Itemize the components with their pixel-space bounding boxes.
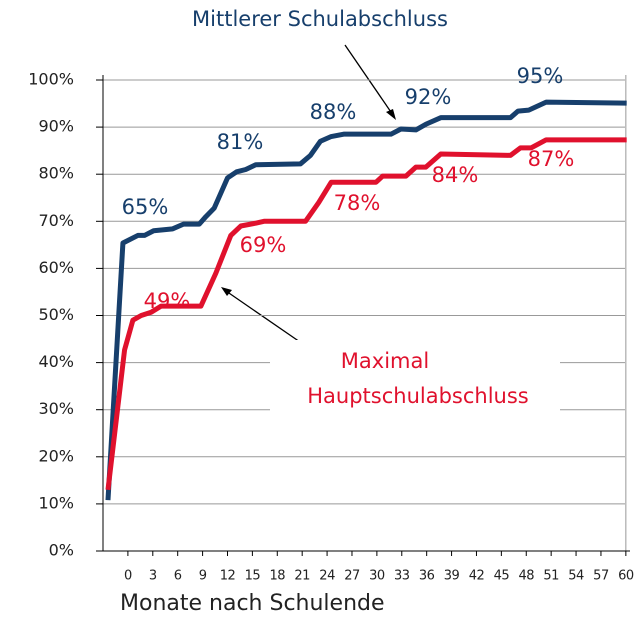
x-tick-label: 24 bbox=[319, 569, 335, 584]
y-tick-label: 60% bbox=[38, 258, 74, 277]
x-tick-label: 9 bbox=[199, 569, 207, 584]
x-tick-label: 57 bbox=[593, 569, 609, 584]
annotation: 95% bbox=[517, 64, 564, 88]
legend-label: Maximal Hauptschulabschluss bbox=[307, 349, 529, 408]
annotation: 65% bbox=[122, 195, 169, 219]
x-tick-label: 60 bbox=[618, 569, 634, 584]
annotation: 49% bbox=[144, 289, 191, 313]
x-tick-label: 51 bbox=[543, 569, 559, 584]
annotation: 81% bbox=[217, 130, 264, 154]
x-tick-label: 30 bbox=[369, 569, 385, 584]
y-tick-label: 50% bbox=[38, 305, 74, 324]
x-tick-label: 15 bbox=[245, 569, 261, 584]
x-tick-label: 33 bbox=[394, 569, 410, 584]
x-tick-label: 3 bbox=[149, 569, 157, 584]
series-line bbox=[105, 137, 627, 491]
series-line bbox=[105, 99, 627, 501]
y-tick-label: 100% bbox=[28, 70, 74, 89]
y-tick-label: 70% bbox=[38, 211, 74, 230]
label-box bbox=[270, 340, 560, 415]
y-tick-label: 20% bbox=[38, 446, 74, 465]
x-tick-label: 36 bbox=[419, 569, 435, 584]
annotation: 87% bbox=[528, 147, 575, 171]
annotation: 78% bbox=[334, 191, 381, 215]
annotation: 69% bbox=[240, 233, 287, 257]
annotation: 88% bbox=[310, 100, 357, 124]
annotation: 84% bbox=[432, 163, 479, 187]
x-tick-label: 48 bbox=[518, 569, 534, 584]
x-tick-label: 54 bbox=[568, 569, 584, 584]
x-axis-label: Monate nach Schulende bbox=[120, 591, 385, 616]
x-tick-label: 21 bbox=[294, 569, 310, 584]
x-tick-label: 27 bbox=[344, 569, 360, 584]
x-tick-label: 39 bbox=[444, 569, 460, 584]
y-tick-label: 80% bbox=[38, 164, 74, 183]
arrow-head bbox=[386, 109, 396, 120]
y-tick-label: 10% bbox=[38, 493, 74, 512]
x-tick-label: 6 bbox=[174, 569, 182, 584]
x-tick-label: 18 bbox=[270, 569, 286, 584]
x-tick-label: 42 bbox=[469, 569, 485, 584]
y-tick-label: 90% bbox=[38, 117, 74, 136]
annotation: 92% bbox=[405, 85, 452, 109]
y-tick-label: 0% bbox=[49, 541, 74, 560]
x-tick-label: 0 bbox=[124, 569, 132, 584]
y-tick-label: 40% bbox=[38, 352, 74, 371]
arrow-head bbox=[221, 287, 232, 296]
x-tick-label: 12 bbox=[220, 569, 236, 584]
y-tick-label: 30% bbox=[38, 399, 74, 418]
arrow bbox=[225, 290, 301, 343]
x-tick-label: 45 bbox=[494, 569, 510, 584]
legend-label: Mittlerer Schulabschluss bbox=[192, 7, 448, 31]
